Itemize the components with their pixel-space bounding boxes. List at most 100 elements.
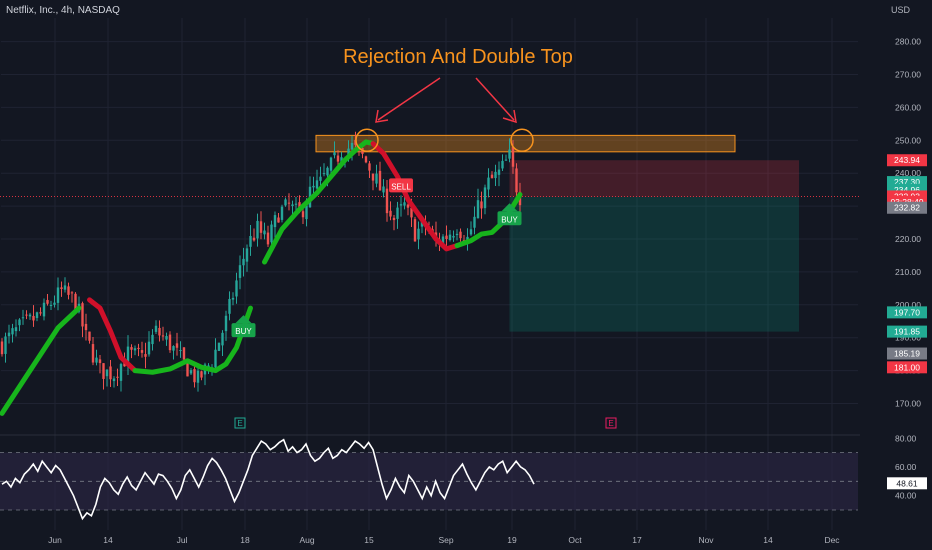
y-tick-label: 200.00 bbox=[895, 300, 921, 310]
candle-body bbox=[74, 293, 77, 310]
candle-body bbox=[266, 232, 270, 245]
candle-body bbox=[490, 174, 494, 179]
candle-body bbox=[270, 224, 273, 243]
price-label: 237.30 bbox=[894, 177, 920, 187]
y-tick-label: 240.00 bbox=[895, 168, 921, 178]
candle-body bbox=[154, 325, 158, 332]
candle-body bbox=[126, 346, 130, 364]
candle-body bbox=[224, 315, 228, 332]
candle-body bbox=[105, 369, 109, 377]
price-label-box bbox=[887, 201, 927, 214]
candle-body bbox=[116, 376, 119, 378]
candle-body bbox=[4, 336, 7, 354]
candle-body bbox=[46, 299, 49, 304]
candle-body bbox=[515, 168, 518, 193]
candle-body bbox=[98, 359, 102, 364]
price-label-box bbox=[887, 325, 927, 338]
candle-body bbox=[147, 341, 151, 355]
candle-body bbox=[189, 370, 193, 374]
price-label-box bbox=[887, 347, 927, 360]
candle-body bbox=[161, 335, 165, 337]
x-tick-label: Dec bbox=[824, 535, 840, 545]
price-label-box bbox=[887, 361, 927, 374]
buy-signal-label[interactable] bbox=[231, 323, 256, 338]
y-tick-label: 250.00 bbox=[895, 135, 921, 145]
annotation-arrow bbox=[475, 77, 515, 121]
candle-body bbox=[91, 344, 95, 363]
candle-body bbox=[445, 235, 448, 239]
price-label-box bbox=[887, 154, 927, 167]
candle-body bbox=[81, 303, 84, 327]
candle-body bbox=[459, 231, 462, 239]
sell-signal-label[interactable] bbox=[389, 178, 413, 193]
candle-body bbox=[214, 349, 217, 368]
candle-body bbox=[88, 331, 91, 341]
candle-body bbox=[333, 152, 336, 156]
candle-body bbox=[256, 220, 259, 239]
earnings-marker-text: E bbox=[237, 419, 242, 428]
candle-body bbox=[487, 177, 490, 190]
annotation-text: Rejection And Double Top bbox=[343, 46, 573, 68]
candle-body bbox=[410, 207, 413, 218]
earnings-marker-text: E bbox=[608, 419, 613, 428]
buy-signal-label[interactable] bbox=[497, 211, 522, 226]
candle-body bbox=[417, 228, 420, 240]
candle-body bbox=[396, 207, 399, 219]
price-label: 232.82 bbox=[894, 203, 920, 213]
candle-body bbox=[165, 336, 168, 340]
candle-body bbox=[249, 235, 252, 247]
trendline-up bbox=[262, 139, 376, 265]
rsi-tick-label: 60.00 bbox=[895, 462, 917, 472]
candle-body bbox=[452, 235, 455, 238]
arrow-head bbox=[502, 109, 517, 124]
candle-body bbox=[497, 169, 501, 175]
trendline-up bbox=[454, 192, 523, 249]
candle-body bbox=[238, 265, 242, 278]
candle-body bbox=[273, 215, 277, 228]
candle-body bbox=[277, 217, 280, 223]
stop-loss-area bbox=[509, 160, 799, 197]
price-label: 185.19 bbox=[894, 349, 920, 359]
x-tick-label: 18 bbox=[240, 535, 250, 545]
rsi-value-label: 48.61 bbox=[896, 478, 918, 488]
price-label: 234.96 bbox=[894, 185, 920, 195]
buy-signal-arrow bbox=[235, 315, 252, 324]
candle-body bbox=[172, 346, 175, 351]
candle-body bbox=[53, 302, 56, 305]
candle-body bbox=[263, 230, 266, 235]
candle-body bbox=[175, 343, 179, 348]
signal-text: BUY bbox=[235, 327, 252, 336]
earnings-marker[interactable] bbox=[605, 417, 617, 429]
candle-body bbox=[406, 204, 410, 208]
candle-body bbox=[291, 204, 294, 207]
candle-body bbox=[70, 292, 74, 294]
candle-body bbox=[228, 298, 231, 314]
candle-body bbox=[350, 142, 354, 150]
candle-body bbox=[56, 287, 60, 303]
candle-body bbox=[28, 314, 32, 317]
candle-body bbox=[455, 233, 459, 236]
candle-body bbox=[242, 258, 245, 266]
candle-body bbox=[7, 332, 11, 337]
rsi-line bbox=[1, 438, 535, 521]
y-tick-label: 210.00 bbox=[895, 267, 921, 277]
candle-body bbox=[130, 347, 133, 350]
candle-body bbox=[259, 221, 263, 233]
candle-body bbox=[504, 159, 508, 161]
candle-body bbox=[375, 173, 378, 184]
candle-body bbox=[140, 350, 144, 353]
double-top-circle bbox=[355, 128, 379, 153]
candle-body bbox=[193, 369, 196, 383]
candle-body bbox=[200, 371, 203, 378]
candle-body bbox=[196, 370, 200, 383]
earnings-marker[interactable] bbox=[234, 417, 246, 429]
candle-body bbox=[35, 312, 39, 318]
trendline-up bbox=[0, 305, 82, 416]
candle-body bbox=[109, 366, 112, 380]
annotation-arrow bbox=[377, 77, 441, 121]
signal-text: SELL bbox=[391, 182, 411, 191]
candle-body bbox=[501, 160, 504, 169]
candle-body bbox=[448, 234, 452, 241]
candle-body bbox=[39, 312, 42, 314]
